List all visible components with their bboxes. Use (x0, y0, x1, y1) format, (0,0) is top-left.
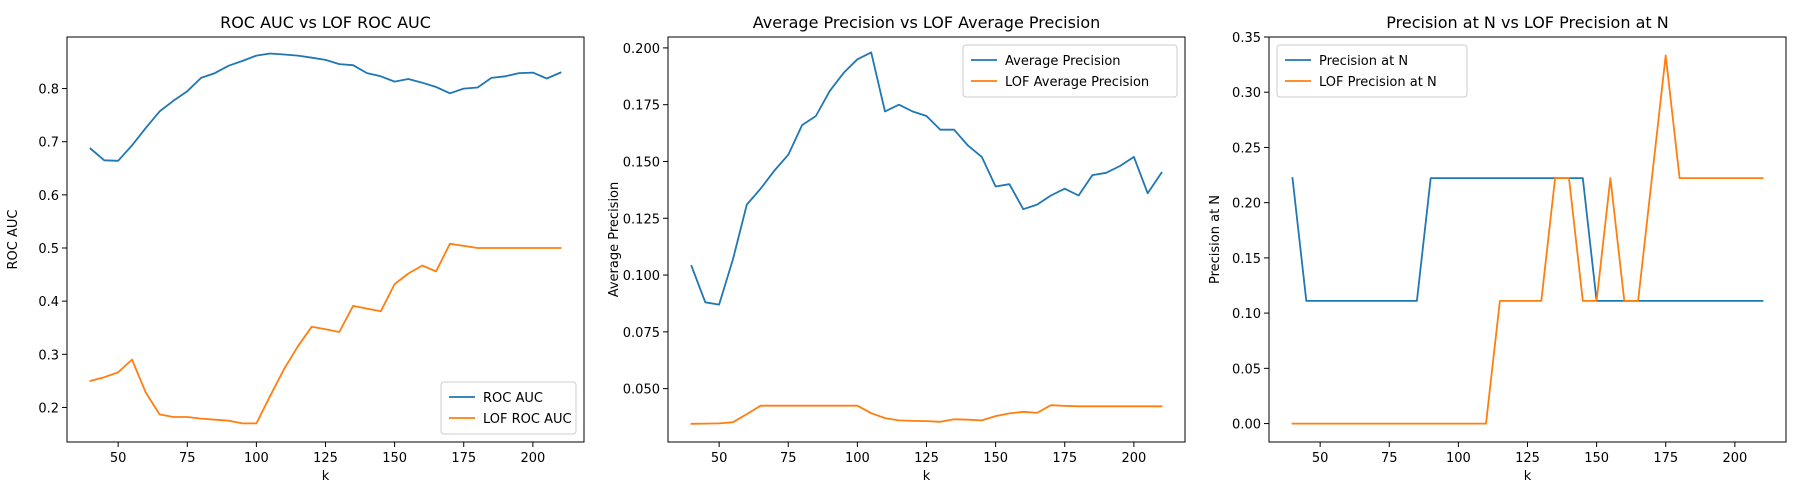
y-axis-label: ROC AUC (6, 210, 21, 270)
x-tick-label: 175 (451, 451, 476, 466)
series-line-2 (690, 404, 1163, 425)
x-tick-label: 100 (1446, 451, 1471, 466)
y-tick-label: 0.075 (623, 326, 660, 341)
y-tick-label: 0.05 (1232, 362, 1261, 377)
x-axis-label: k (923, 469, 931, 484)
x-tick-label: 150 (1584, 451, 1609, 466)
y-tick-label: 0.20 (1232, 197, 1261, 212)
plot-frame (66, 36, 585, 443)
x-tick-label: 125 (1515, 451, 1540, 466)
x-tick-label: 200 (1722, 451, 1747, 466)
chart-title: Precision at N vs LOF Precision at N (1386, 13, 1668, 32)
y-tick-label: 0.050 (623, 383, 660, 398)
y-tick-label: 0.00 (1232, 418, 1261, 433)
x-tick-label: 175 (1653, 451, 1678, 466)
series-line-1 (89, 52, 562, 162)
x-axis-label: k (322, 469, 330, 484)
plot-frame (1268, 36, 1787, 443)
legend: ROC AUC LOF ROC AUC (440, 381, 577, 435)
legend-box (962, 44, 1178, 98)
legend-box (1276, 44, 1468, 98)
y-tick-label: 0.15 (1232, 252, 1261, 267)
x-tick-label: 50 (711, 451, 728, 466)
x-tick-label: 50 (110, 451, 127, 466)
y-tick-label: 0.4 (38, 295, 59, 310)
x-tick-label: 100 (845, 451, 870, 466)
chart-title: ROC AUC vs LOF ROC AUC (220, 13, 431, 32)
y-tick-label: 0.100 (623, 269, 660, 284)
x-tick-label: 175 (1052, 451, 1077, 466)
x-tick-label: 150 (983, 451, 1008, 466)
chart-panel-3: Precision at N vs LOF Precision at N 50 75… (1208, 13, 1787, 484)
series-line-2 (1291, 54, 1764, 425)
series-line-2 (89, 242, 562, 425)
x-tick-label: 75 (179, 451, 196, 466)
x-tick-label: 75 (1381, 451, 1398, 466)
y-tick-label: 0.10 (1232, 307, 1261, 322)
y-axis-label: Precision at N (1208, 195, 1223, 284)
y-tick-label: 0.2 (38, 401, 59, 416)
y-tick-label: 0.175 (623, 99, 660, 114)
y-tick-label: 0.8 (38, 83, 59, 98)
y-tick-label: 0.125 (623, 212, 660, 227)
legend-entry: Precision at N (1319, 54, 1408, 69)
y-tick-label: 0.35 (1232, 31, 1261, 46)
legend-entry: ROC AUC (483, 391, 543, 406)
x-tick-label: 75 (780, 451, 797, 466)
x-tick-label: 50 (1312, 451, 1329, 466)
x-tick-label: 150 (382, 451, 407, 466)
series-line-1 (1291, 177, 1764, 302)
x-tick-label: 125 (914, 451, 939, 466)
y-tick-label: 0.5 (38, 242, 59, 257)
chart-title: Average Precision vs LOF Average Precisi… (753, 13, 1101, 32)
plot-frame (667, 36, 1186, 443)
legend-entry: LOF Precision at N (1319, 75, 1437, 90)
y-tick-label: 0.30 (1232, 86, 1261, 101)
x-tick-label: 200 (520, 451, 545, 466)
y-axis-label: Average Precision (607, 182, 622, 298)
y-tick-label: 0.150 (623, 155, 660, 170)
y-tick-label: 0.7 (38, 136, 59, 151)
legend-entry: LOF Average Precision (1005, 75, 1149, 90)
legend: Precision at N LOF Precision at N (1276, 44, 1468, 98)
chart-panel-2: Average Precision vs LOF Average Precisi… (607, 13, 1186, 484)
x-tick-label: 200 (1121, 451, 1146, 466)
y-tick-label: 0.200 (623, 42, 660, 57)
chart-panel-1: ROC AUC vs LOF ROC AUC 50 75 100 125 150 175 20… (6, 13, 585, 484)
legend-box (440, 381, 577, 435)
x-axis-label: k (1524, 469, 1532, 484)
legend-entry: LOF ROC AUC (483, 412, 572, 427)
y-tick-label: 0.25 (1232, 141, 1261, 156)
legend-entry: Average Precision (1005, 54, 1121, 69)
y-tick-label: 0.6 (38, 189, 59, 204)
series-line-1 (690, 51, 1163, 306)
x-tick-label: 100 (244, 451, 269, 466)
y-tick-label: 0.3 (38, 348, 59, 363)
x-tick-label: 125 (313, 451, 338, 466)
legend: Average Precision LOF Average Precision (962, 44, 1178, 98)
